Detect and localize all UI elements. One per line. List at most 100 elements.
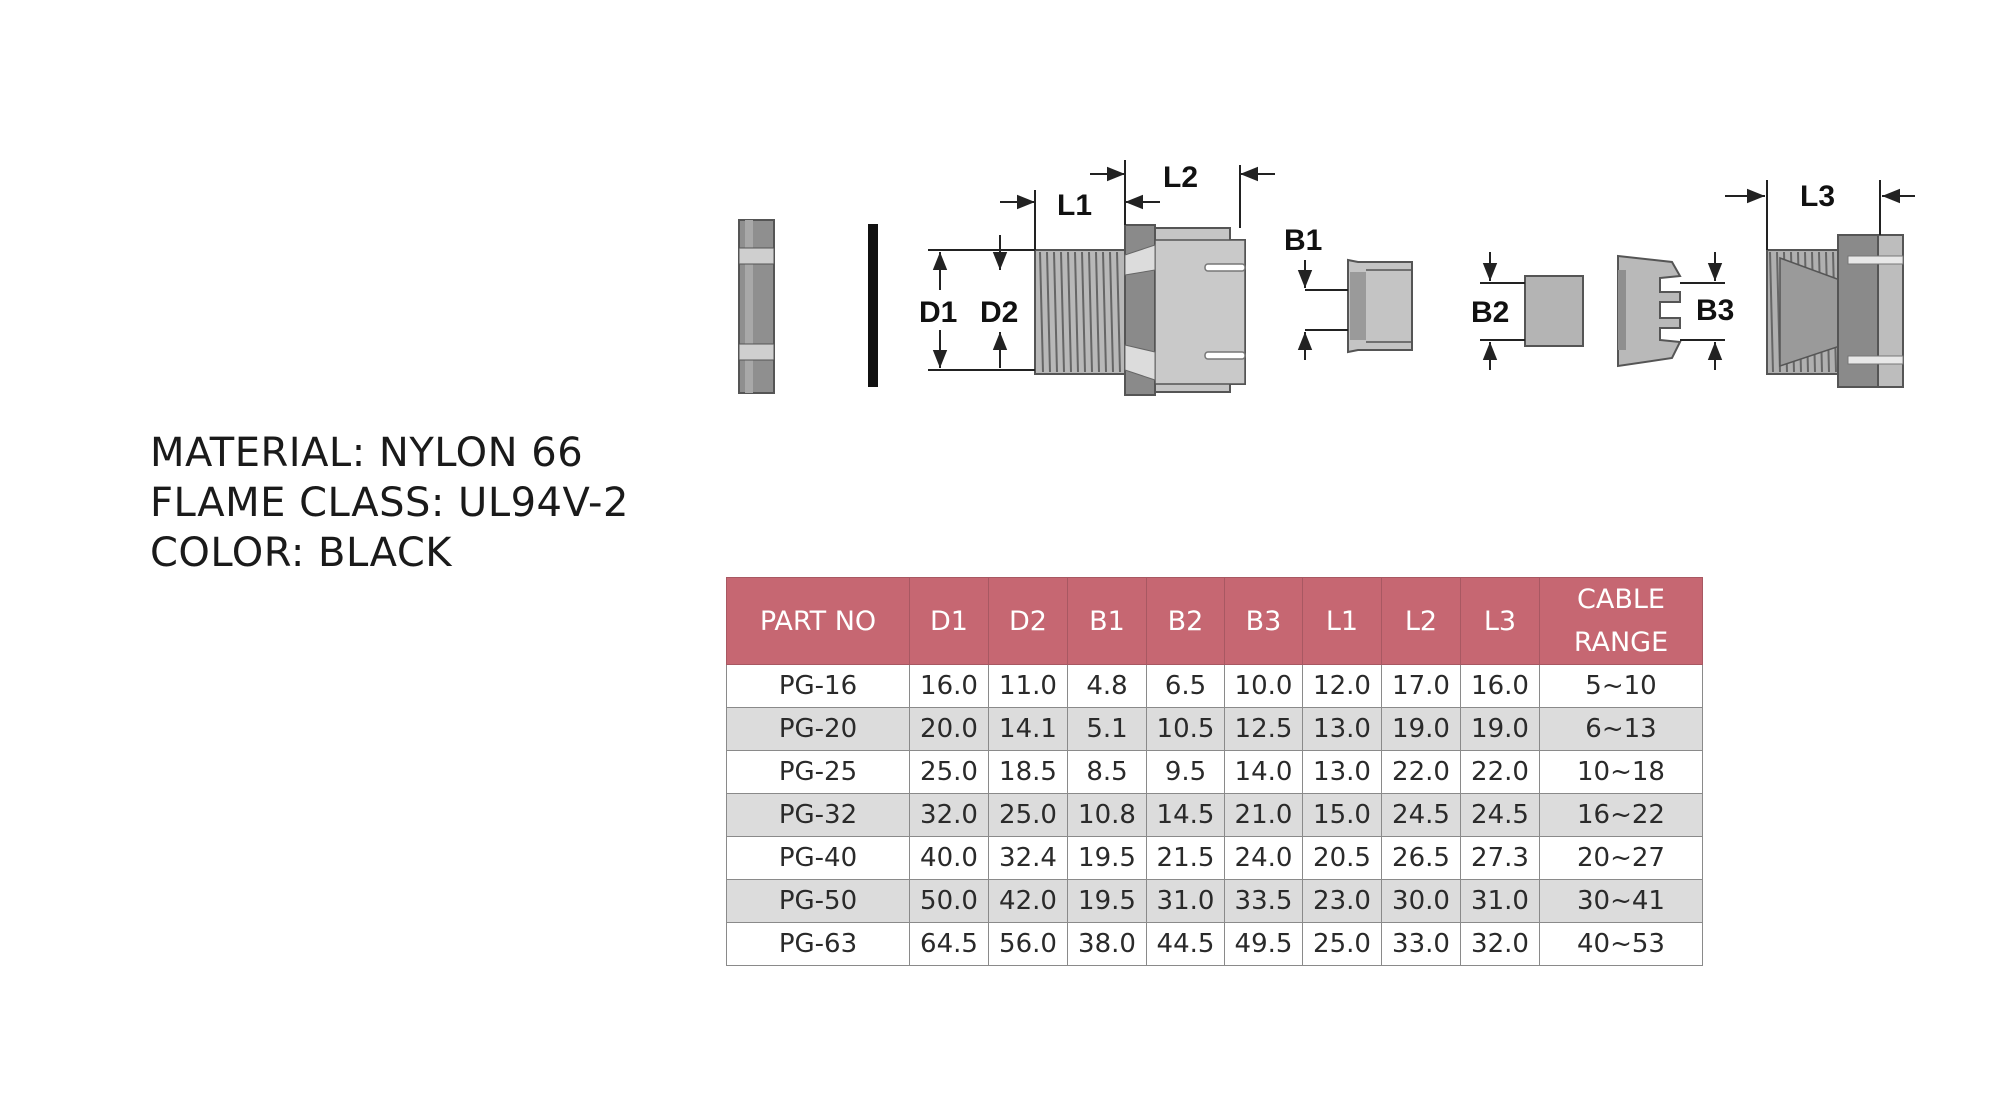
claw-part — [1617, 254, 1682, 368]
cell-part-no: PG-63 — [726, 922, 910, 966]
label-b3: B3 — [1696, 294, 1734, 327]
cell-cable-range: 10~18 — [1539, 750, 1703, 794]
cell-b3: 12.5 — [1224, 707, 1303, 751]
color-text: COLOR: BLACK — [150, 530, 452, 576]
cell-l1: 25.0 — [1302, 922, 1382, 966]
cell-part-no: PG-20 — [726, 707, 910, 751]
cell-cable-range: 30~41 — [1539, 879, 1703, 923]
table-row: PG-32 32.0 25.0 10.8 14.5 21.0 15.0 24.5 24.5 16~… — [726, 793, 1703, 837]
cell-b2: 14.5 — [1146, 793, 1225, 837]
cell-l1: 13.0 — [1302, 707, 1382, 751]
cell-l2: 19.0 — [1381, 707, 1461, 751]
cell-d2: 32.4 — [988, 836, 1068, 880]
cell-d1: 32.0 — [909, 793, 989, 837]
cell-part-no: PG-25 — [726, 750, 910, 794]
header-b1: B1 — [1067, 577, 1147, 665]
cell-d1: 50.0 — [909, 879, 989, 923]
cell-part-no: PG-32 — [726, 793, 910, 837]
header-b2: B2 — [1146, 577, 1225, 665]
cable-gland-exploded-diagram: L1 L2 L3 D1 D2 B1 B2 B3 — [738, 160, 1915, 396]
table-row: PG-50 50.0 42.0 19.5 31.0 33.5 23.0 30.0 31.0 30~… — [726, 879, 1703, 923]
table-row: PG-25 25.0 18.5 8.5 9.5 14.0 13.0 22.0 22.0 10~18 — [726, 750, 1703, 794]
cell-l2: 26.5 — [1381, 836, 1461, 880]
cell-d1: 64.5 — [909, 922, 989, 966]
cell-cable-range: 5~10 — [1539, 664, 1703, 708]
cell-l2: 24.5 — [1381, 793, 1461, 837]
cell-d2: 18.5 — [988, 750, 1068, 794]
cell-l3: 16.0 — [1460, 664, 1540, 708]
cell-b1: 8.5 — [1067, 750, 1147, 794]
cell-l2: 33.0 — [1381, 922, 1461, 966]
cell-d2: 25.0 — [988, 793, 1068, 837]
table-row: PG-63 64.5 56.0 38.0 44.5 49.5 25.0 33.0 32.0 40~… — [726, 922, 1703, 966]
cell-b2: 21.5 — [1146, 836, 1225, 880]
cell-l2: 30.0 — [1381, 879, 1461, 923]
cell-d2: 42.0 — [988, 879, 1068, 923]
cell-l3: 22.0 — [1460, 750, 1540, 794]
cell-cable-range: 20~27 — [1539, 836, 1703, 880]
table-row: PG-40 40.0 32.4 19.5 21.5 24.0 20.5 26.5 27.3 20~… — [726, 836, 1703, 880]
locknut-part — [738, 219, 775, 394]
material-text: MATERIAL: NYLON 66 — [150, 430, 584, 476]
cell-d2: 56.0 — [988, 922, 1068, 966]
header-cable-range: CABLE RANGE — [1539, 577, 1703, 665]
header-l1: L1 — [1302, 577, 1382, 665]
cap-nut-part — [1766, 234, 1904, 388]
flame-class-text: FLAME CLASS: UL94V-2 — [150, 480, 629, 526]
cell-l2: 22.0 — [1381, 750, 1461, 794]
cell-l3: 19.0 — [1460, 707, 1540, 751]
cell-d1: 16.0 — [909, 664, 989, 708]
seal-part — [1347, 258, 1413, 354]
header-d2: D2 — [988, 577, 1068, 665]
cell-l1: 13.0 — [1302, 750, 1382, 794]
cell-d1: 40.0 — [909, 836, 989, 880]
cell-l1: 12.0 — [1302, 664, 1382, 708]
cell-l1: 20.5 — [1302, 836, 1382, 880]
header-l3: L3 — [1460, 577, 1540, 665]
cell-cable-range: 40~53 — [1539, 922, 1703, 966]
table-row: PG-16 16.0 11.0 4.8 6.5 10.0 12.0 17.0 16.0 5~10 — [726, 664, 1703, 708]
cell-cable-range: 16~22 — [1539, 793, 1703, 837]
dimension-lines — [928, 160, 1915, 371]
header-cable-line1: CABLE — [1577, 584, 1665, 615]
cell-b2: 10.5 — [1146, 707, 1225, 751]
label-l3: L3 — [1800, 180, 1835, 213]
gland-body-part — [1034, 224, 1246, 396]
cell-l1: 15.0 — [1302, 793, 1382, 837]
cell-d1: 20.0 — [909, 707, 989, 751]
cell-b3: 14.0 — [1224, 750, 1303, 794]
cell-l1: 23.0 — [1302, 879, 1382, 923]
cell-d1: 25.0 — [909, 750, 989, 794]
gasket-part — [868, 224, 878, 387]
cell-b1: 38.0 — [1067, 922, 1147, 966]
cell-b2: 44.5 — [1146, 922, 1225, 966]
cell-b1: 19.5 — [1067, 836, 1147, 880]
insert-part — [1524, 275, 1584, 347]
cell-b3: 33.5 — [1224, 879, 1303, 923]
cell-part-no: PG-16 — [726, 664, 910, 708]
cell-b3: 49.5 — [1224, 922, 1303, 966]
cell-d2: 14.1 — [988, 707, 1068, 751]
cell-b3: 24.0 — [1224, 836, 1303, 880]
label-b1: B1 — [1284, 224, 1322, 257]
header-d1: D1 — [909, 577, 989, 665]
material-specs: MATERIAL: NYLON 66 FLAME CLASS: UL94V-2 … — [150, 428, 629, 578]
cell-b2: 31.0 — [1146, 879, 1225, 923]
header-part-no: PART NO — [726, 577, 910, 665]
cell-part-no: PG-50 — [726, 879, 910, 923]
cell-l2: 17.0 — [1381, 664, 1461, 708]
cell-l3: 27.3 — [1460, 836, 1540, 880]
cell-cable-range: 6~13 — [1539, 707, 1703, 751]
table-row: PG-20 20.0 14.1 5.1 10.5 12.5 13.0 19.0 19.0 6~13 — [726, 707, 1703, 751]
cell-b3: 10.0 — [1224, 664, 1303, 708]
header-b3: B3 — [1224, 577, 1303, 665]
cell-l3: 32.0 — [1460, 922, 1540, 966]
cell-part-no: PG-40 — [726, 836, 910, 880]
cell-b2: 9.5 — [1146, 750, 1225, 794]
cell-b3: 21.0 — [1224, 793, 1303, 837]
dimension-table: PART NO D1 D2 B1 B2 B3 L1 L2 L3 CABLE RA… — [726, 577, 1703, 966]
cell-d2: 11.0 — [988, 664, 1068, 708]
label-d1: D1 — [919, 296, 957, 329]
header-l2: L2 — [1381, 577, 1461, 665]
label-l1: L1 — [1057, 189, 1092, 222]
